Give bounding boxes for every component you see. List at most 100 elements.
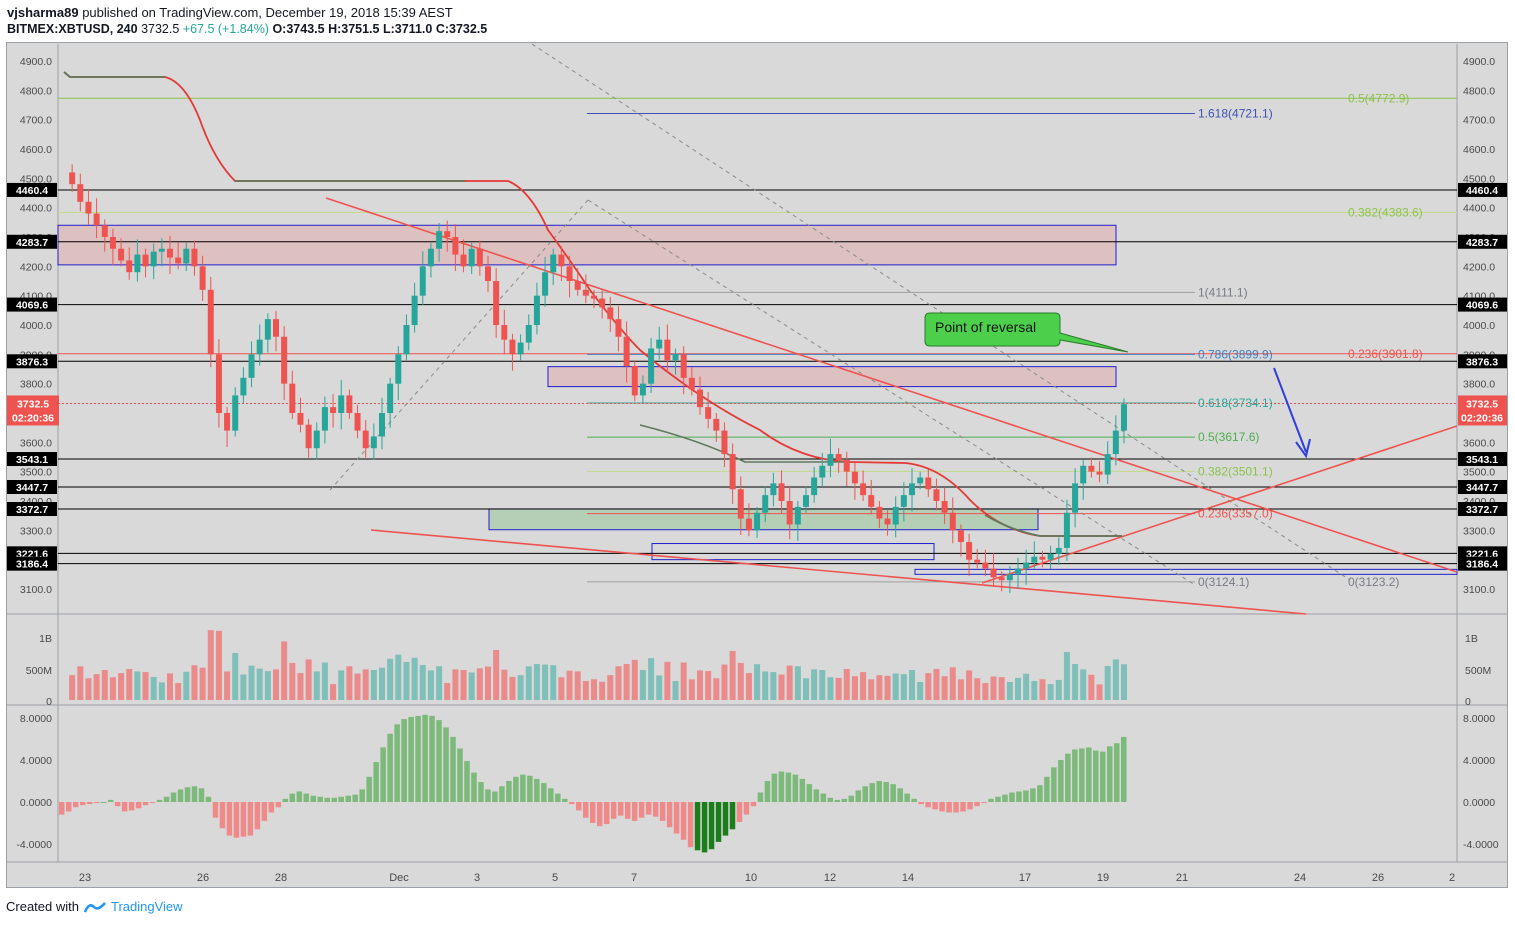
volume-bar: [778, 674, 785, 700]
oscillator-bar: [541, 783, 547, 802]
oscillator-bar: [114, 802, 121, 807]
tradingview-brand[interactable]: TradingView: [110, 899, 183, 914]
volume-bar: [427, 670, 434, 700]
candle-body: [697, 389, 703, 408]
volume-bar: [558, 677, 565, 700]
oscillator-bar: [904, 793, 910, 802]
volume-bar: [1015, 677, 1021, 700]
oscillator-bar: [680, 802, 687, 840]
volume-bar: [387, 658, 394, 700]
osc-tick-right: 0.0000: [1463, 797, 1495, 809]
oscillator-bar: [708, 802, 715, 850]
volume-bar: [248, 665, 255, 700]
candles: [69, 164, 1127, 594]
fib-label: 0.236(3901.8): [1348, 347, 1423, 361]
moving-average-dark: [639, 424, 850, 463]
x-tick: 17: [1019, 872, 1031, 884]
oscillator-bar: [883, 782, 889, 802]
candle-body: [525, 325, 532, 343]
lower-trendline: [370, 529, 1307, 615]
volume-bar: [737, 662, 744, 700]
volume-bar: [126, 668, 133, 700]
y-tick-left: 3300.0: [20, 525, 52, 537]
oscillator-bar: [380, 747, 386, 802]
level-tag-left: [7, 354, 57, 369]
candle-body: [338, 395, 345, 413]
candle-body: [183, 248, 190, 264]
oscillator-bar: [492, 791, 498, 802]
volume-bar: [631, 659, 638, 700]
candle-body: [1063, 512, 1070, 548]
volume-bar: [517, 675, 524, 700]
oscillator-bar: [142, 802, 149, 806]
volume-bar: [819, 670, 826, 700]
y-tick-left: 4000.0: [20, 320, 52, 332]
oscillator-bar: [624, 802, 631, 819]
y-tick-left: 4400.0: [20, 203, 52, 215]
oscillator-bar: [303, 793, 310, 802]
volume-bar: [974, 678, 981, 700]
oscillator-bar: [72, 802, 79, 808]
volume-bar: [794, 666, 801, 700]
candle-body: [460, 254, 467, 267]
volume-bar: [639, 670, 646, 700]
oscillator-bar: [918, 802, 924, 805]
candle-body: [493, 281, 500, 325]
candle-body: [900, 495, 907, 507]
oscillator-bar: [1009, 792, 1015, 802]
candle-body: [1121, 404, 1127, 431]
candle-body: [1112, 430, 1119, 455]
oscillator-bar: [841, 798, 848, 802]
candle-body: [843, 459, 850, 472]
volume-bar: [770, 672, 777, 700]
oscillator-bar: [764, 781, 771, 802]
oscillator-bar: [932, 802, 938, 810]
volume-bar: [1047, 684, 1054, 700]
oscillator-bar: [352, 794, 358, 802]
candle-body: [411, 295, 418, 325]
oscillator-bar: [408, 716, 414, 802]
oscillator-bar: [191, 786, 198, 802]
candle-body: [1088, 465, 1095, 472]
volume-tick-right: 0: [1465, 696, 1471, 708]
x-tick: 26: [1372, 872, 1384, 884]
osc-tick-left: -4.0000: [16, 839, 52, 851]
volume-bar: [69, 675, 76, 700]
volume-bar: [1072, 663, 1079, 700]
volume-bar: [713, 678, 720, 700]
author-name[interactable]: vjsharma89: [7, 5, 79, 20]
volume-bar: [762, 671, 769, 700]
level-tag-right: [1458, 297, 1507, 312]
oscillator-bar: [401, 719, 407, 802]
oscillator-bar: [981, 802, 987, 804]
candle-body: [1023, 562, 1030, 569]
oscillator-bar: [345, 795, 351, 802]
level-tag-left-text: 3543.1: [16, 454, 48, 466]
volume-bar: [167, 673, 173, 700]
volume-bar: [892, 673, 899, 700]
footer: Created with TradingView: [6, 899, 183, 914]
tradingview-logo-icon: [83, 901, 106, 912]
oscillator-bar: [275, 802, 282, 808]
volume-bar: [1063, 651, 1070, 700]
oscillator-bar: [569, 802, 575, 805]
candle-body: [582, 289, 589, 296]
zones: [57, 224, 1458, 575]
level-tag-right-text: 4283.7: [1466, 237, 1498, 249]
candle-body: [1104, 454, 1111, 475]
candle-body: [1047, 553, 1054, 560]
oscillator-bar: [911, 798, 917, 802]
candle-body: [395, 354, 402, 384]
candle-body: [770, 483, 777, 496]
candle-body: [289, 383, 296, 413]
oscillator-bar: [834, 799, 841, 802]
oscillator-bar: [100, 802, 107, 803]
y-tick-left: 4900.0: [20, 56, 52, 68]
oscillator-bar: [743, 802, 750, 815]
volume-bar: [485, 666, 491, 700]
volume-bar: [1023, 673, 1030, 700]
y-tick-left: 3500.0: [20, 467, 52, 479]
grid: [7, 44, 1507, 863]
volume-bar: [982, 683, 989, 700]
